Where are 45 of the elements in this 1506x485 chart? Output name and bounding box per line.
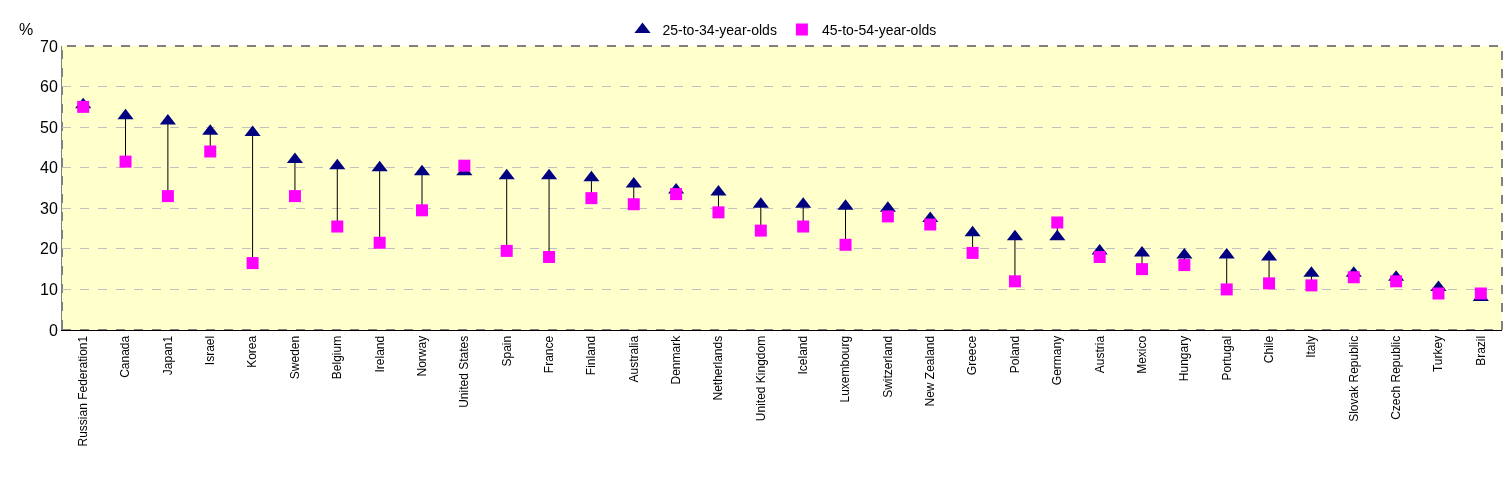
x-tick-label: Norway <box>414 335 429 377</box>
x-tick-label: Chile <box>1261 335 1276 364</box>
x-tick-label: Korea <box>245 335 260 368</box>
x-tick-label: Denmark <box>669 334 684 385</box>
x-tick-label: Ireland <box>372 335 387 373</box>
x-tick-label: Hungary <box>1177 335 1192 382</box>
x-tick-label: Canada <box>118 335 133 378</box>
y-tick-label: 30 <box>40 199 58 217</box>
x-tick-label: Italy <box>1304 335 1319 358</box>
x-tick-label: United States <box>457 335 472 408</box>
x-tick-label: Turkey <box>1431 335 1446 373</box>
x-tick-label: Japan1 <box>160 335 175 376</box>
x-tick-label: Portugal <box>1219 335 1234 381</box>
legend-label: 45-to-54-year-olds <box>821 22 937 39</box>
x-tick-label: Brazil <box>1473 335 1488 366</box>
x-tick-label: Australia <box>626 335 641 383</box>
x-tick-label: Iceland <box>796 335 811 375</box>
x-tick-label: Poland <box>1007 335 1022 374</box>
x-tick-label: Finland <box>584 335 599 376</box>
x-tick-label: Russian Federation1 <box>76 335 91 447</box>
x-tick-label: Germany <box>1050 335 1065 386</box>
y-tick-label: 70 <box>40 37 58 55</box>
x-tick-label: Netherlands <box>711 335 726 401</box>
x-tick-label: Greece <box>965 335 980 376</box>
x-tick-label: Spain <box>499 335 514 367</box>
x-tick-label: Slovak Republic <box>1346 335 1361 422</box>
x-tick-label: Mexico <box>1134 335 1149 374</box>
x-tick-label: France <box>541 335 556 374</box>
y-tick-label: 10 <box>40 281 58 299</box>
x-tick-label: Belgium <box>330 335 345 380</box>
x-tick-label: Switzerland <box>880 335 895 398</box>
y-tick-label: 20 <box>40 240 58 258</box>
y-axis-title: % <box>19 21 34 38</box>
x-tick-label: Luxembourg <box>838 335 853 403</box>
x-tick-label: New Zealand <box>923 335 938 407</box>
x-tick-label: Sweden <box>287 335 302 380</box>
y-tick-label: 40 <box>40 159 58 177</box>
x-tick-label: United Kingdom <box>753 335 768 422</box>
x-tick-label: Austria <box>1092 335 1107 374</box>
x-tick-label: Czech Republic <box>1389 335 1404 420</box>
y-tick-label: 60 <box>40 78 58 96</box>
x-tick-label: Israel <box>203 335 218 366</box>
y-tick-label: 50 <box>40 118 58 136</box>
legend-label: 25-to-34-year-olds <box>662 22 777 39</box>
y-tick-label: 0 <box>48 321 58 339</box>
